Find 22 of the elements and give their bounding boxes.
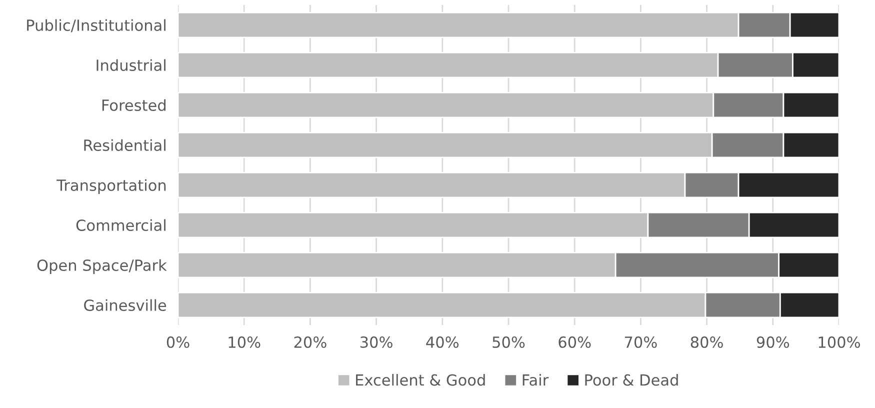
y-tick-label: Public/Institutional xyxy=(27,19,166,32)
x-tick-label: 80% xyxy=(690,336,723,348)
y-tick-label: Commercial xyxy=(76,219,166,232)
x-tick-label: 20% xyxy=(294,336,326,348)
y-tick-label: Gainesville xyxy=(84,299,166,312)
x-tick-label: 50% xyxy=(492,336,525,348)
x-tick-label: 10% xyxy=(228,336,260,348)
legend-label: Excellent & Good xyxy=(356,374,485,386)
x-tick-label: 100% xyxy=(818,336,860,348)
y-tick-label: Forested xyxy=(102,99,166,112)
legend-label: Fair xyxy=(522,374,549,386)
y-tick-label: Residential xyxy=(84,139,166,152)
x-tick-label: 70% xyxy=(624,336,657,348)
x-tick-label: 60% xyxy=(558,336,591,348)
x-tick-label: 30% xyxy=(360,336,392,348)
y-tick-label: Industrial xyxy=(96,59,166,72)
x-tick-label: 0% xyxy=(166,336,190,348)
x-tick-label: 90% xyxy=(756,336,790,348)
x-tick-label: 40% xyxy=(426,336,459,348)
y-tick-label: Transportation xyxy=(56,179,166,194)
legend-label: Poor & Dead xyxy=(585,374,678,386)
y-tick-label: Open Space/Park xyxy=(37,259,167,274)
